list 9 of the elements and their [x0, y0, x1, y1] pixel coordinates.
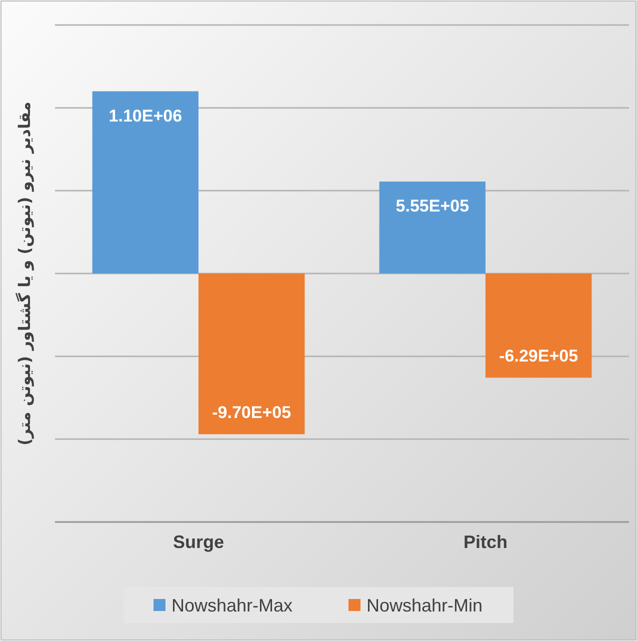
legend-label: Nowshahr-Max	[172, 595, 293, 616]
data-label: 1.10E+06	[108, 106, 182, 126]
x-tick-label: Surge	[172, 532, 224, 552]
legend-label: Nowshahr-Min	[366, 595, 483, 616]
data-label: -6.29E+05	[499, 346, 578, 366]
y-axis-title: مقادیر نیرو (نیوتن) و یا گشتاور (نیوتن متر)	[15, 102, 34, 446]
x-tick-label: Pitch	[463, 532, 508, 552]
data-label: 5.55E+05	[396, 196, 470, 216]
data-label: -9.70E+05	[212, 403, 292, 422]
